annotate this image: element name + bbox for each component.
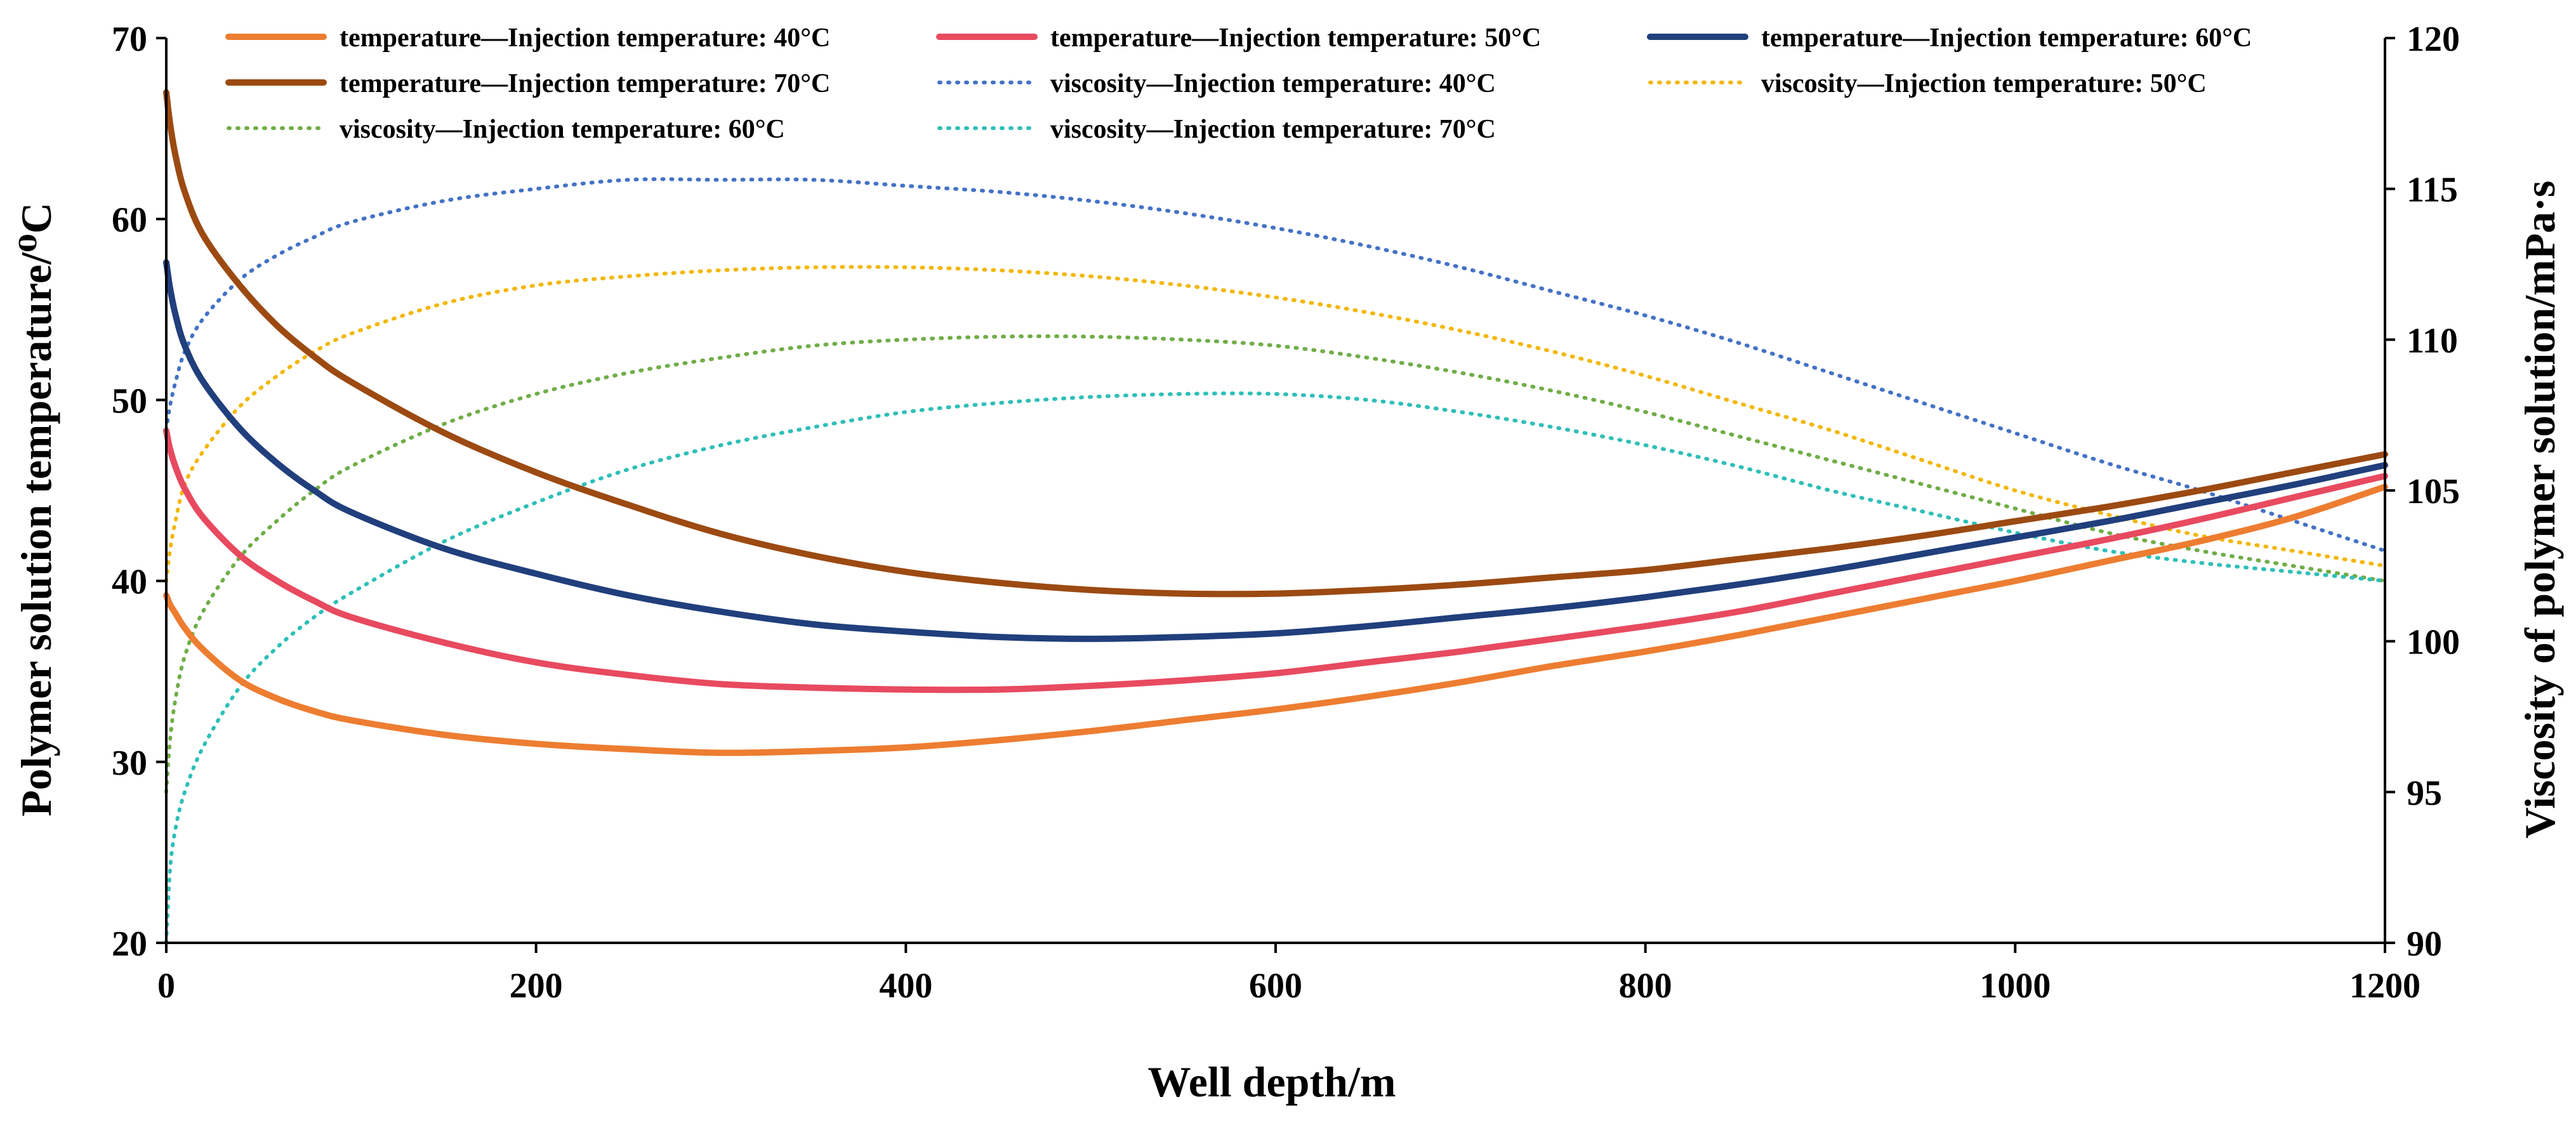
legend-label: viscosity—Injection temperature: 60°C: [340, 115, 785, 144]
legend-label: viscosity—Injection temperature: 40°C: [1050, 69, 1496, 98]
series-line-7: [164, 334, 2387, 794]
left-y-tick-label: 30: [112, 744, 147, 783]
left-y-tick-label: 60: [112, 200, 147, 240]
legend-label: temperature—Injection temperature: 60°C: [1761, 23, 2252, 53]
left-y-tick-label: 40: [112, 563, 147, 602]
x-axis-title: Well depth/m: [1147, 1058, 1396, 1106]
right-y-tick-label: 105: [2407, 472, 2460, 511]
x-tick-label: 400: [879, 966, 932, 1006]
series-line-1: [163, 483, 2388, 756]
legend-label: viscosity—Injection temperature: 70°C: [1050, 115, 1496, 144]
left-y-tick-label: 50: [112, 381, 147, 421]
series-line-2: [163, 427, 2388, 693]
series-line-6: [164, 265, 2387, 583]
legend: temperature—Injection temperature: 40°C t…: [225, 23, 2252, 144]
left-y-tick-label: 20: [112, 924, 147, 964]
series-line-3: [163, 259, 2388, 642]
x-tick-label: 0: [157, 966, 175, 1006]
right-y-tick-label: 100: [2407, 623, 2460, 662]
x-tick-labels: 0 200 400 600 800 1000 1200: [157, 943, 2421, 1006]
axes: [165, 38, 2386, 944]
x-tick-label: 600: [1249, 966, 1302, 1006]
right-y-tick-label: 110: [2407, 321, 2458, 360]
right-y-tick-label: 120: [2407, 20, 2460, 59]
x-tick-label: 800: [1619, 966, 1672, 1006]
x-tick-label: 1200: [2349, 966, 2421, 1006]
legend-label: temperature—Injection temperature: 50°C: [1050, 23, 1541, 53]
legend-label: temperature—Injection temperature: 70°C: [340, 69, 830, 98]
legend-label: viscosity—Injection temperature: 50°C: [1761, 69, 2207, 98]
left-y-axis-title: Polymer solution temperature/⁰C: [12, 202, 60, 817]
right-y-tick-label: 90: [2407, 924, 2442, 964]
legend-label: temperature—Injection temperature: 40°C: [340, 23, 830, 53]
right-y-tick-label: 95: [2407, 773, 2442, 813]
left-y-tick-label: 70: [112, 20, 147, 59]
series-line-5: [164, 177, 2387, 553]
series-line-8: [164, 391, 2387, 945]
left-y-tick-labels: 20 30 40 50 60 70: [112, 20, 166, 964]
series-line-4: [163, 89, 2388, 598]
right-y-tick-labels: 90 95 100 105 110 115 120: [2385, 20, 2460, 964]
right-y-tick-label: 115: [2407, 171, 2458, 210]
x-tick-label: 1000: [1979, 966, 2051, 1006]
x-tick-label: 200: [510, 966, 563, 1006]
right-y-axis-title: Viscosity of polymer solution/mPa·s: [2516, 181, 2564, 839]
plot-lines: [163, 89, 2388, 945]
